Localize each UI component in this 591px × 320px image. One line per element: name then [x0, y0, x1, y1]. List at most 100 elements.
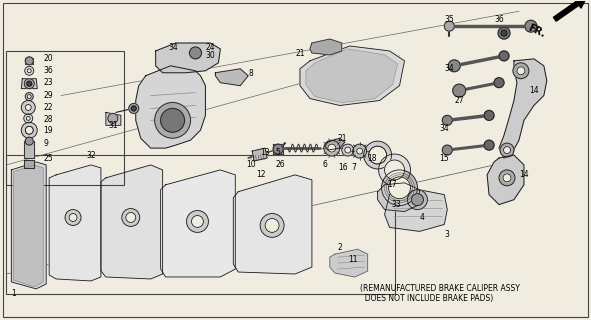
Polygon shape [136, 66, 206, 148]
Circle shape [342, 144, 354, 156]
Circle shape [499, 170, 515, 186]
Text: 33: 33 [392, 200, 401, 209]
Circle shape [453, 84, 466, 97]
Polygon shape [487, 155, 524, 204]
Text: 34: 34 [168, 44, 178, 52]
Circle shape [388, 177, 411, 199]
Circle shape [21, 100, 35, 114]
Polygon shape [300, 46, 404, 106]
Circle shape [126, 212, 136, 222]
Text: 3: 3 [444, 230, 449, 239]
Bar [7, 51, 124, 185]
Text: 29: 29 [43, 91, 53, 100]
Circle shape [484, 140, 494, 150]
Text: 28: 28 [43, 115, 53, 124]
Text: 8: 8 [248, 69, 253, 78]
Circle shape [513, 63, 529, 79]
Circle shape [26, 116, 30, 120]
Circle shape [363, 141, 392, 169]
FancyArrow shape [553, 0, 587, 21]
Text: 15: 15 [439, 154, 449, 163]
Text: 36: 36 [43, 66, 53, 75]
Text: 18: 18 [368, 154, 377, 163]
Circle shape [27, 81, 32, 86]
Circle shape [499, 51, 509, 61]
Text: 35: 35 [444, 15, 454, 24]
Circle shape [345, 147, 350, 153]
Circle shape [24, 79, 34, 89]
Polygon shape [385, 190, 447, 231]
Circle shape [328, 144, 336, 152]
Text: 23: 23 [43, 78, 53, 87]
Text: 9: 9 [43, 139, 48, 148]
Circle shape [131, 106, 137, 111]
Circle shape [191, 215, 203, 228]
Circle shape [265, 219, 279, 232]
Polygon shape [24, 160, 34, 168]
Text: 20: 20 [43, 54, 53, 63]
Circle shape [24, 114, 33, 123]
Circle shape [503, 174, 511, 182]
Circle shape [25, 57, 33, 65]
Polygon shape [11, 162, 46, 289]
Circle shape [69, 213, 77, 221]
Text: 31: 31 [109, 121, 119, 130]
Circle shape [484, 110, 494, 120]
Circle shape [382, 170, 417, 206]
Text: 14: 14 [519, 170, 528, 180]
Text: 22: 22 [43, 103, 53, 112]
Circle shape [525, 20, 537, 32]
Polygon shape [25, 58, 33, 64]
Text: 21: 21 [296, 49, 306, 59]
Circle shape [504, 147, 511, 154]
Circle shape [260, 213, 284, 237]
Circle shape [353, 144, 366, 158]
Polygon shape [306, 49, 398, 102]
Text: 30: 30 [206, 52, 215, 60]
Text: 2: 2 [338, 243, 343, 252]
Circle shape [449, 60, 460, 72]
Text: 27: 27 [454, 96, 464, 105]
Circle shape [25, 92, 33, 100]
Circle shape [25, 66, 34, 75]
Polygon shape [310, 39, 342, 55]
Polygon shape [499, 59, 547, 158]
Polygon shape [155, 43, 220, 73]
Circle shape [161, 108, 184, 132]
Text: 24: 24 [206, 44, 215, 52]
Text: 14: 14 [529, 86, 538, 95]
Circle shape [379, 154, 411, 186]
Circle shape [122, 209, 139, 227]
Polygon shape [273, 144, 283, 154]
Polygon shape [378, 183, 420, 212]
Circle shape [517, 67, 525, 75]
Text: 36: 36 [494, 15, 504, 24]
Text: 34: 34 [439, 124, 449, 133]
Circle shape [65, 210, 81, 225]
Text: 13: 13 [260, 148, 270, 156]
Circle shape [494, 78, 504, 88]
Circle shape [129, 103, 139, 113]
Text: 25: 25 [43, 154, 53, 163]
Text: 1: 1 [11, 289, 16, 298]
Circle shape [442, 116, 452, 125]
Polygon shape [233, 175, 312, 274]
Circle shape [108, 113, 118, 123]
Circle shape [407, 190, 427, 210]
Text: 12: 12 [256, 170, 266, 180]
Circle shape [190, 47, 202, 59]
Circle shape [442, 145, 452, 155]
Circle shape [21, 122, 37, 138]
Text: 21: 21 [338, 134, 348, 143]
Circle shape [500, 143, 514, 157]
Polygon shape [14, 165, 43, 287]
Circle shape [155, 102, 190, 138]
Circle shape [501, 30, 507, 36]
Text: FR.: FR. [526, 23, 547, 39]
Circle shape [25, 137, 33, 145]
Text: 11: 11 [348, 255, 357, 264]
Circle shape [357, 148, 363, 154]
Circle shape [411, 194, 423, 206]
Polygon shape [106, 112, 121, 125]
Polygon shape [21, 79, 37, 89]
